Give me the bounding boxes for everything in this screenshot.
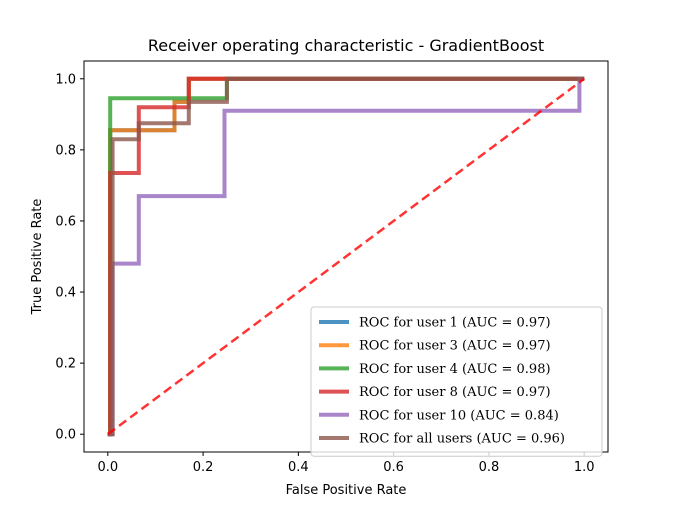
roc-series-line-3 bbox=[107, 76, 585, 437]
legend-label-1: ROC for user 3 (AUC = 0.97) bbox=[359, 339, 551, 354]
legend-label-0: ROC for user 1 (AUC = 0.97) bbox=[359, 316, 551, 331]
legend-label-5: ROC for all users (AUC = 0.96) bbox=[359, 432, 565, 447]
x-tick-label: 0.8 bbox=[479, 460, 500, 475]
legend-label-2: ROC for user 4 (AUC = 0.98) bbox=[359, 362, 551, 377]
legend: ROC for user 1 (AUC = 0.97) ROC for user … bbox=[310, 306, 603, 457]
y-tick-label: 1.0 bbox=[55, 72, 76, 87]
x-tick-label: 0.6 bbox=[383, 460, 404, 475]
y-tick-label: 0.2 bbox=[55, 357, 76, 372]
legend-label-3: ROC for user 8 (AUC = 0.97) bbox=[359, 385, 551, 400]
x-tick-label: 0.0 bbox=[97, 460, 118, 475]
y-tick-label: 0.8 bbox=[55, 143, 76, 158]
y-tick-label: 0.4 bbox=[55, 286, 76, 301]
plot-lines bbox=[107, 76, 585, 437]
y-tick-label: 0.0 bbox=[55, 428, 76, 443]
legend-box bbox=[310, 306, 603, 457]
x-axis-label: False Positive Rate bbox=[286, 483, 407, 498]
chart-title: Receiver operating characteristic - Grad… bbox=[148, 36, 544, 55]
y-tick-label: 0.6 bbox=[55, 214, 76, 229]
x-tick-label: 0.2 bbox=[193, 460, 214, 475]
chance-diagonal-line bbox=[107, 77, 585, 436]
x-tick-label: 1.0 bbox=[574, 460, 595, 475]
roc-series-line-5 bbox=[107, 76, 585, 437]
axis-ticks: 0.0 0.2 0.4 0.6 0.8 1.0 0.0 0.2 0.4 0.6 0.8 1.0 bbox=[55, 72, 594, 475]
legend-label-4: ROC for user 10 (AUC = 0.84) bbox=[359, 408, 559, 423]
x-tick-label: 0.4 bbox=[288, 460, 309, 475]
y-axis-label: True Positive Rate bbox=[30, 199, 45, 316]
